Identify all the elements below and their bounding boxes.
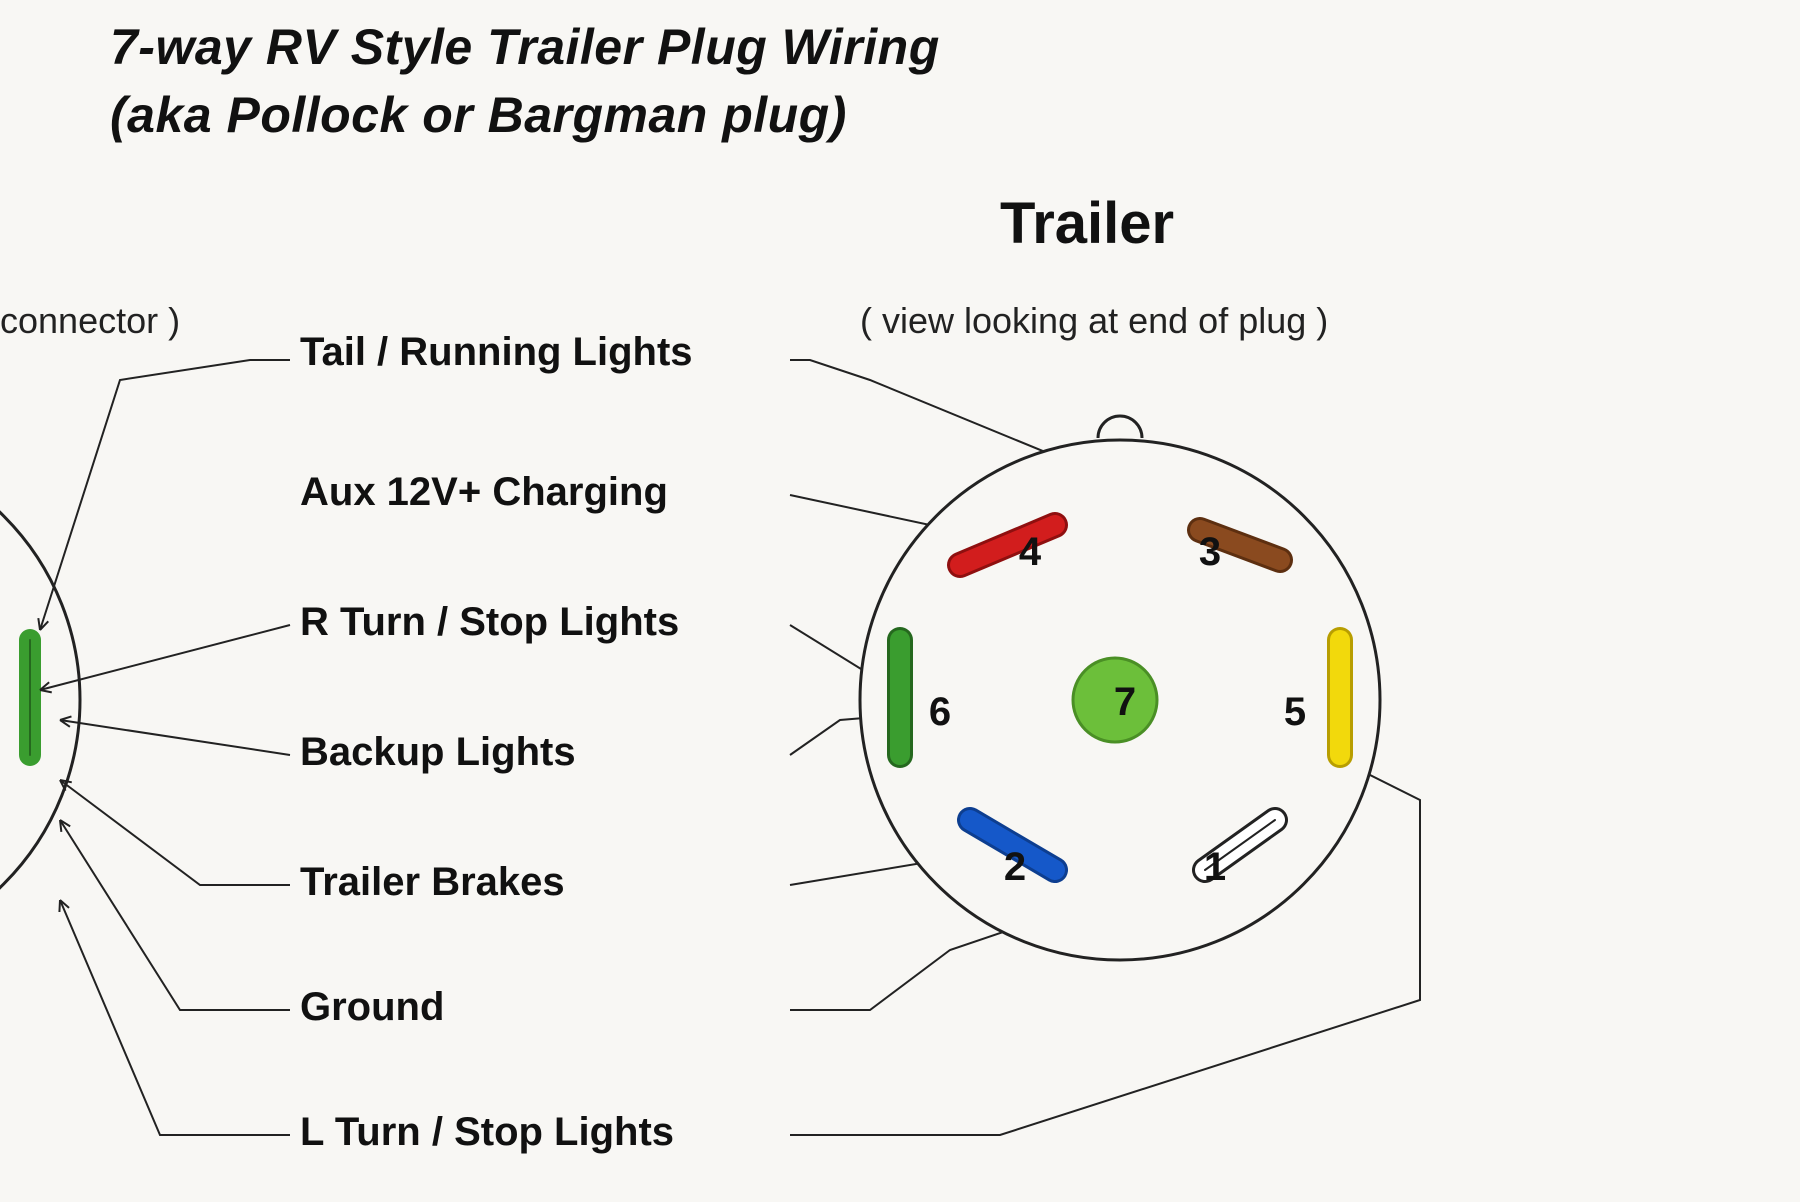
svg-text:4: 4 <box>1019 530 1042 574</box>
diagram-svg: 1 2 3 4 5 6 7 <box>0 0 1800 1202</box>
svg-text:3: 3 <box>1199 530 1221 574</box>
svg-text:1: 1 <box>1204 845 1226 889</box>
svg-text:2: 2 <box>1004 845 1026 889</box>
svg-text:7: 7 <box>1114 680 1136 724</box>
svg-text:5: 5 <box>1284 690 1306 734</box>
svg-text:6: 6 <box>929 690 951 734</box>
diagram-canvas: 7-way RV Style Trailer Plug Wiring (aka … <box>0 0 1800 1202</box>
